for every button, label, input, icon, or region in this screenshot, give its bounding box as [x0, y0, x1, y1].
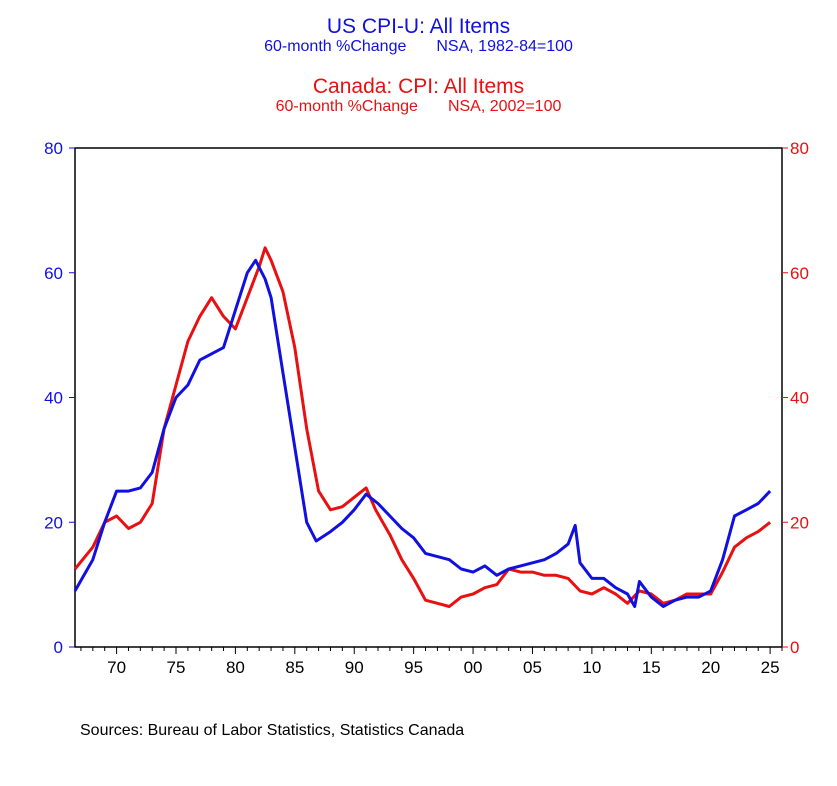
x-tick-label: 05: [523, 658, 542, 677]
x-tick-label: 70: [107, 658, 126, 677]
x-tick-label: 90: [345, 658, 364, 677]
us-subtitle-right: NSA, 1982-84=100: [436, 38, 573, 55]
y-left-tick-label: 80: [44, 139, 63, 158]
canada-subtitle-left: 60-month %Change: [275, 98, 418, 115]
x-tick-label: 00: [464, 658, 483, 677]
y-right-tick-label: 20: [790, 513, 809, 532]
us-title-block: US CPI-U: All Items 60-month %Change NSA,…: [0, 16, 837, 56]
y-left-tick-label: 20: [44, 513, 63, 532]
x-tick-label: 25: [761, 658, 780, 677]
y-left-tick-label: 60: [44, 264, 63, 283]
plot-frame: [74, 147, 783, 648]
x-tick-label: 10: [582, 658, 601, 677]
x-tick-label: 85: [285, 658, 304, 677]
us-title: US CPI-U: All Items: [326, 15, 511, 38]
sources-note: Sources: Bureau of Labor Statistics, Sta…: [80, 722, 465, 739]
canada-title: Canada: CPI: All Items: [312, 75, 525, 98]
y-right-tick-label: 80: [790, 139, 809, 158]
y-right-tick-label: 60: [790, 264, 809, 283]
canada-title-block: Canada: CPI: All Items 60-month %Change N…: [0, 76, 837, 116]
x-tick-label: 75: [167, 658, 186, 677]
us-cpi-line: [73, 258, 772, 608]
x-tick-label: 95: [404, 658, 423, 677]
canada-subtitle: 60-month %Change NSA, 2002=100: [0, 98, 837, 116]
us-subtitle-left: 60-month %Change: [264, 38, 407, 55]
x-tick-label: 15: [642, 658, 661, 677]
canada-subtitle-right: NSA, 2002=100: [447, 98, 562, 115]
x-tick-label: 80: [226, 658, 245, 677]
y-right-tick-label: 0: [790, 638, 799, 657]
y-right-tick-label: 40: [790, 389, 809, 408]
y-left-tick-label: 0: [54, 638, 63, 657]
canada-cpi-line: [73, 246, 772, 608]
us-subtitle: 60-month %Change NSA, 1982-84=100: [0, 38, 837, 56]
y-left-tick-label: 40: [44, 389, 63, 408]
x-tick-label: 20: [701, 658, 720, 677]
